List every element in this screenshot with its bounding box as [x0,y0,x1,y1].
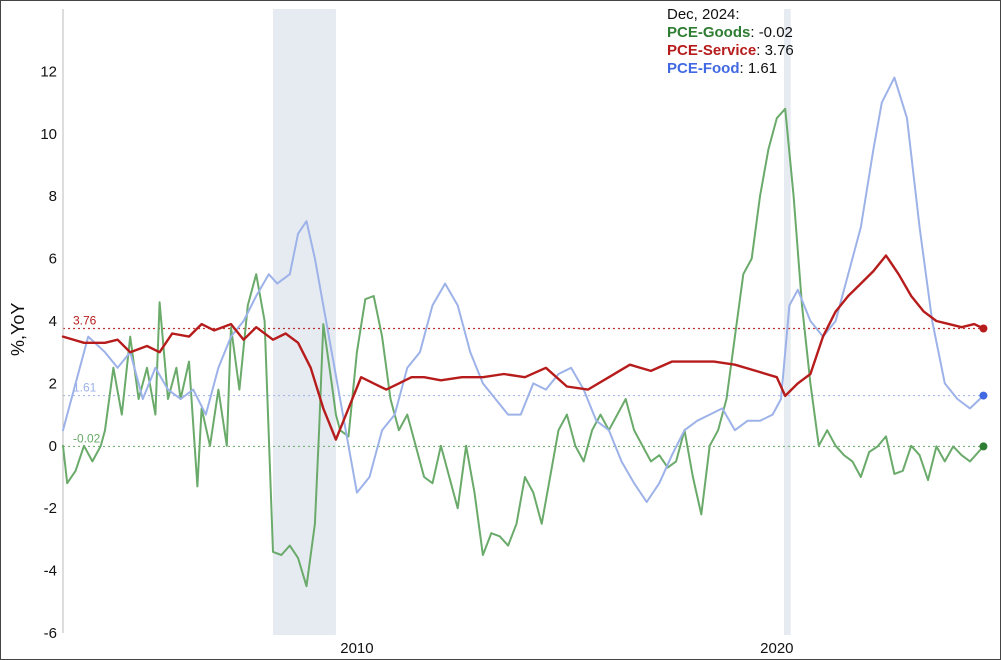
y-tick-12: 12 [40,63,57,80]
legend-entry-food: PCE-Food: 1.61 [667,60,794,78]
end-marker-service [979,324,988,333]
series-line-goods [62,107,985,588]
legend-goods-sep: : [750,24,759,41]
legend-food-value: 1.61 [747,60,778,77]
end-label-food: 1.61 [73,381,97,395]
y-tick-10: 10 [40,126,57,143]
legend-entry-service: PCE-Service: 3.76 [667,42,794,60]
legend-goods-name: PCE-Goods [667,24,751,41]
y-tick-labels: -6 -4 -2 0 2 4 6 8 10 12 [40,63,57,642]
legend-service-name: PCE-Service [667,42,757,59]
y-axis-title: %,YoY [8,302,28,356]
y-tick-4: 4 [49,313,57,330]
end-marker-goods [979,442,988,451]
series-line-service [61,254,985,441]
y-tick-6: 6 [49,251,57,268]
end-value-labels: 3.76 1.61 -0.02 [73,313,101,445]
y-tick-0: 0 [49,438,57,455]
series-lines [61,76,985,588]
end-label-goods: -0.02 [73,431,101,445]
series-line-food [62,76,985,503]
legend-service-sep: : [756,42,765,59]
x-tick-2020: 2020 [760,640,793,657]
y-tick--4: -4 [44,563,57,580]
x-tick-2010: 2010 [340,640,373,657]
recession-shading [272,9,791,635]
y-tick-2: 2 [49,375,57,392]
legend: Dec, 2024: PCE-Goods: -0.02 PCE-Service:… [667,6,794,78]
x-tick-labels: 2010 2020 [340,640,793,657]
y-tick-8: 8 [49,188,57,205]
legend-goods-value: -0.02 [758,24,793,41]
legend-service-value: 3.76 [764,42,794,59]
legend-entry-goods: PCE-Goods: -0.02 [667,24,794,42]
end-markers [979,324,988,451]
end-marker-food [979,391,988,400]
y-tick--2: -2 [44,500,57,517]
y-tick--6: -6 [44,625,57,642]
legend-food-name: PCE-Food [667,60,740,77]
legend-food-sep: : [739,60,748,77]
reference-lines [63,327,984,448]
end-label-service: 3.76 [73,313,97,327]
legend-date: Dec, 2024: [667,6,740,23]
